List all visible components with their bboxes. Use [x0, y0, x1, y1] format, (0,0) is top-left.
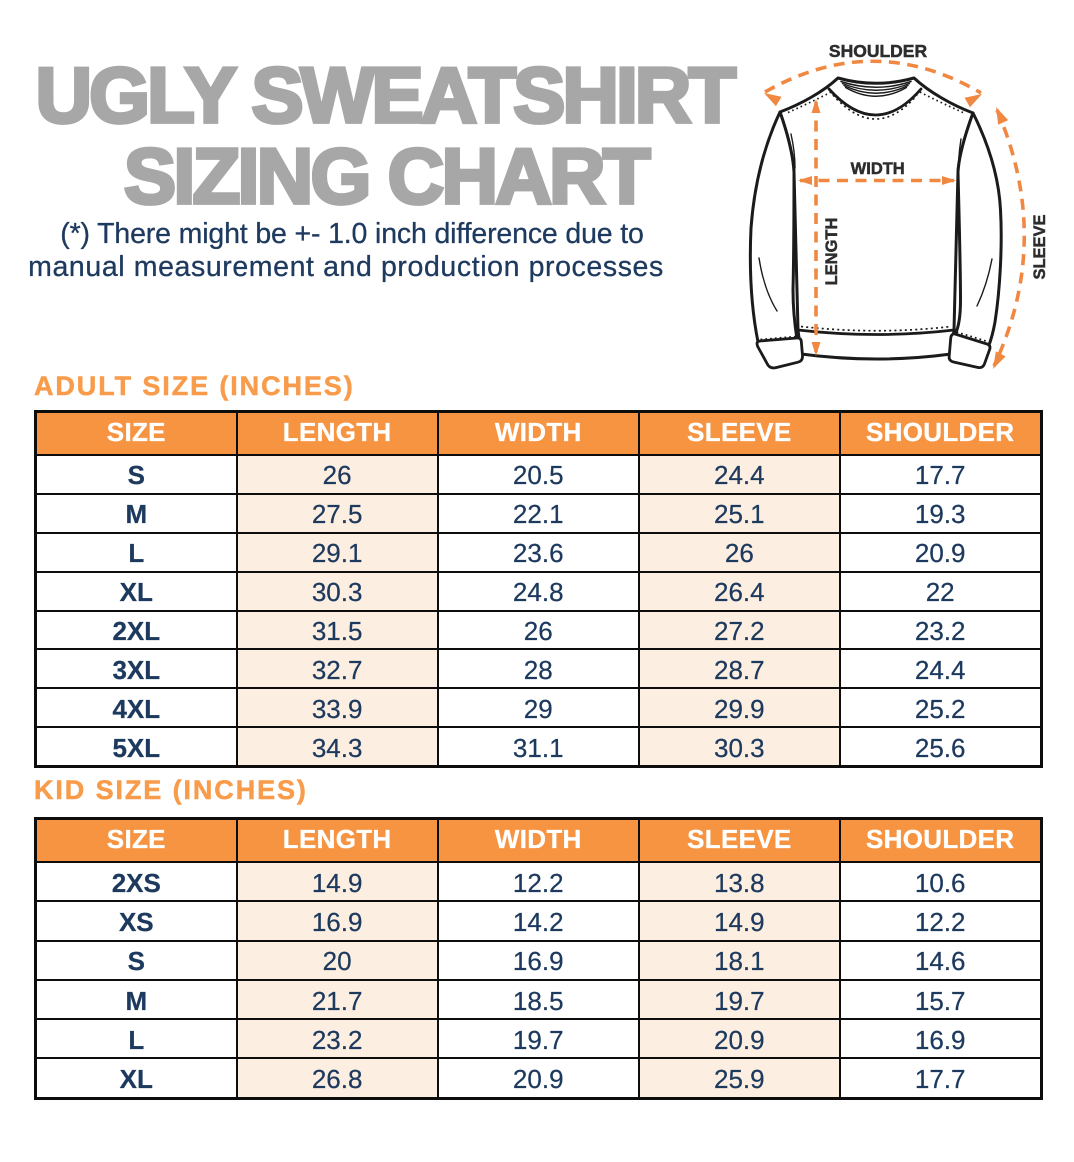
svg-text:WIDTH: WIDTH [851, 160, 905, 178]
svg-text:SHOULDER: SHOULDER [829, 41, 928, 61]
svg-text:SLEEVE: SLEEVE [1031, 214, 1049, 279]
svg-text:LENGTH: LENGTH [823, 218, 841, 286]
